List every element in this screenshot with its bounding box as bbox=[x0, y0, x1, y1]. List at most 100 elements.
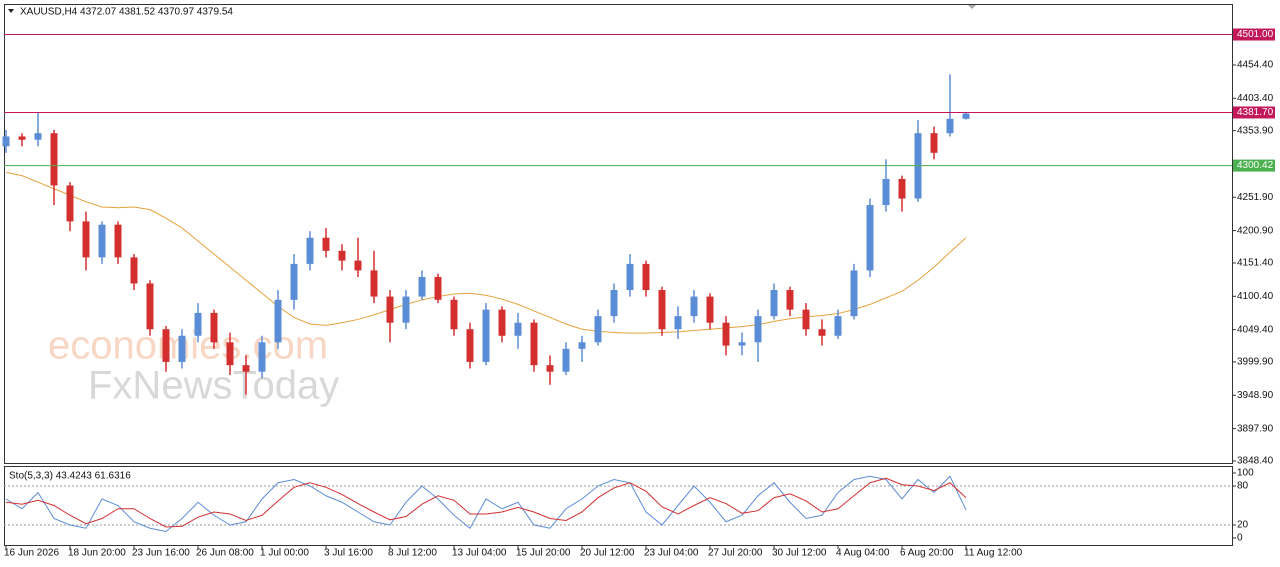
candle-body bbox=[18, 136, 26, 140]
candle-body bbox=[306, 237, 314, 264]
indicator-title: Sto(5,3,3) 43.4243 61.6316 bbox=[9, 471, 131, 482]
candle-body bbox=[386, 296, 394, 323]
candle-body bbox=[546, 365, 554, 372]
candle-body bbox=[770, 290, 778, 317]
x-tick-label: 26 Jun 08:00 bbox=[196, 548, 254, 559]
y-tick-label: 3848.40 bbox=[1237, 456, 1274, 467]
y-tick-label: 4403.40 bbox=[1237, 93, 1274, 104]
y-tick-label: 80 bbox=[1237, 481, 1249, 492]
stoch-panel bbox=[4, 466, 1233, 546]
x-tick-label: 18 Jun 20:00 bbox=[68, 548, 126, 559]
candle-body bbox=[50, 133, 58, 186]
chart-title: XAUUSD,H4 4372.07 4381.52 4370.97 4379.5… bbox=[20, 7, 233, 18]
candle-body bbox=[626, 263, 634, 291]
x-tick-label: 20 Jul 12:00 bbox=[580, 548, 635, 559]
candle-body bbox=[530, 322, 538, 366]
watermark: economies.com bbox=[48, 324, 328, 368]
candle-body bbox=[674, 316, 682, 330]
x-tick-label: 30 Jul 12:00 bbox=[772, 548, 827, 559]
candle-body bbox=[418, 276, 426, 297]
x-tick-label: 16 Jun 2026 bbox=[4, 548, 59, 559]
x-tick-label: 11 Aug 12:00 bbox=[964, 548, 1023, 559]
candle-body bbox=[290, 263, 298, 300]
candle-body bbox=[834, 316, 842, 336]
candle-body bbox=[338, 250, 346, 261]
candle-body bbox=[178, 335, 186, 362]
candle-body bbox=[594, 316, 602, 343]
candle-body bbox=[402, 296, 410, 323]
price-level-tag bbox=[1233, 159, 1275, 172]
watermark: FxNewsToday bbox=[88, 364, 339, 408]
candle-body bbox=[210, 312, 218, 343]
oscillator-line bbox=[5, 477, 967, 528]
candle-body bbox=[722, 322, 730, 346]
candle-body bbox=[562, 348, 570, 372]
x-tick-label: 23 Jul 04:00 bbox=[644, 548, 699, 559]
candle-body bbox=[354, 260, 362, 271]
candle-body bbox=[850, 270, 858, 317]
candle-body bbox=[610, 290, 618, 317]
candle-body bbox=[578, 342, 586, 349]
candle-body bbox=[114, 224, 122, 258]
price-level-label: 4501.00 bbox=[1237, 29, 1274, 40]
x-tick-label: 27 Jul 20:00 bbox=[708, 548, 763, 559]
y-tick-label: 3948.90 bbox=[1237, 390, 1274, 401]
candle-body bbox=[802, 309, 810, 330]
collapse-icon[interactable] bbox=[8, 9, 14, 13]
candle-body bbox=[258, 342, 266, 372]
candle-body bbox=[962, 113, 970, 119]
candle-body bbox=[658, 290, 666, 330]
x-tick-label: 6 Aug 20:00 bbox=[900, 548, 954, 559]
candle-body bbox=[370, 270, 378, 297]
candle-body bbox=[482, 309, 490, 362]
candle-body bbox=[322, 237, 330, 251]
candle-body bbox=[226, 342, 234, 366]
candle-body bbox=[882, 178, 890, 206]
candle-body bbox=[82, 221, 90, 258]
candle-body bbox=[642, 263, 650, 291]
candle-body bbox=[274, 299, 282, 343]
candle-body bbox=[690, 296, 698, 317]
candle-body bbox=[194, 312, 202, 336]
y-tick-label: 100 bbox=[1237, 468, 1254, 479]
x-tick-label: 15 Jul 20:00 bbox=[516, 548, 571, 559]
candle-body bbox=[66, 185, 74, 222]
candle-body bbox=[818, 329, 826, 336]
candle-body bbox=[34, 133, 42, 140]
y-tick-label: 4200.90 bbox=[1237, 225, 1274, 236]
candle-body bbox=[242, 365, 250, 372]
y-tick-label: 0 bbox=[1237, 533, 1243, 544]
candle-body bbox=[930, 133, 938, 153]
candle-body bbox=[2, 136, 10, 147]
candle-body bbox=[754, 316, 762, 343]
main-panel bbox=[4, 4, 1233, 464]
candle-body bbox=[434, 276, 442, 300]
x-tick-label: 4 Aug 04:00 bbox=[836, 548, 890, 559]
y-tick-label: 3897.90 bbox=[1237, 423, 1274, 434]
candle-body bbox=[146, 283, 154, 330]
price-level-label: 4300.42 bbox=[1237, 160, 1274, 171]
x-tick-label: 3 Jul 16:00 bbox=[324, 548, 373, 559]
y-tick-label: 4049.40 bbox=[1237, 324, 1274, 335]
oscillator-line bbox=[5, 475, 967, 533]
candle-body bbox=[98, 224, 106, 258]
candle-body bbox=[786, 290, 794, 310]
x-tick-label: 1 Jul 00:00 bbox=[260, 548, 309, 559]
candle-body bbox=[946, 118, 954, 134]
candle-body bbox=[898, 178, 906, 199]
price-level-label: 4381.70 bbox=[1237, 107, 1274, 118]
candle-body bbox=[498, 309, 506, 336]
y-tick-label: 3999.90 bbox=[1237, 357, 1274, 368]
shift-marker bbox=[968, 5, 976, 9]
y-tick-label: 4100.40 bbox=[1237, 291, 1274, 302]
price-level-tag bbox=[1233, 28, 1275, 41]
y-tick-label: 4353.90 bbox=[1237, 125, 1274, 136]
candle-body bbox=[130, 257, 138, 284]
y-tick-label: 4151.40 bbox=[1237, 258, 1274, 269]
x-tick-label: 23 Jun 16:00 bbox=[132, 548, 190, 559]
price-level-tag bbox=[1233, 106, 1275, 119]
candle-body bbox=[738, 342, 746, 346]
candle-body bbox=[514, 322, 522, 336]
